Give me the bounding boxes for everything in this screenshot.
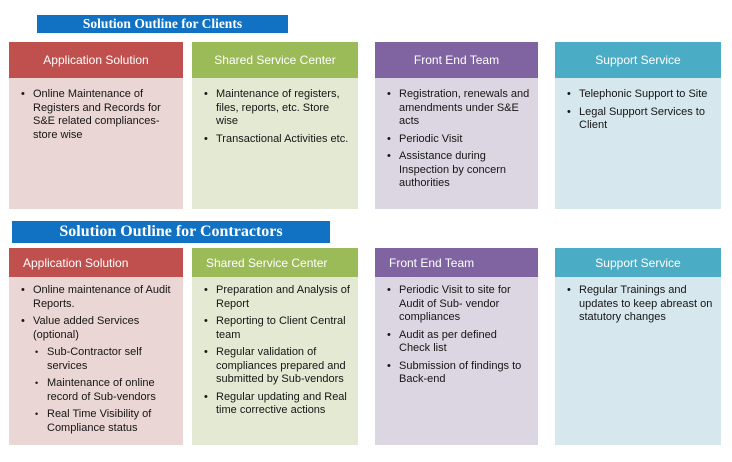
column-body: • Telephonic Support to Site • Legal Suppor… [555, 78, 721, 209]
bullet-item: • Maintenance of registers, files, report… [200, 88, 350, 129]
bullet-item: • Sub-Contractor self services [17, 346, 175, 373]
bullet-marker-icon: • [387, 132, 391, 145]
bullet-text: Transactional Activities etc. [216, 132, 349, 145]
bullet-item: • Regular validation of compliances prepa… [200, 346, 350, 387]
column-card: Support Service • Regular Trainings and up… [555, 248, 721, 445]
bullet-item: • Maintenance of online record of Sub-ven… [17, 377, 175, 404]
bullet-text: Legal Support Services to Client [579, 105, 705, 132]
bullet-marker-icon: • [567, 284, 571, 296]
bullet-item: • Transactional Activities etc. [200, 133, 350, 147]
bullet-marker-icon: • [387, 88, 391, 100]
column-body: • Maintenance of registers, files, report… [192, 78, 358, 209]
bullet-marker-icon: • [35, 378, 39, 388]
bullet-item: • Registration, renewals and amendments u… [383, 88, 530, 129]
bullet-text: Regular Trainings and updates to keep ab… [579, 284, 713, 323]
bullet-text: Real Time Visibility of Compliance statu… [47, 408, 152, 434]
bullet-text: Maintenance of online record of Sub-vend… [47, 377, 156, 403]
column-card: Support Service • Telephonic Support to Si… [555, 42, 721, 209]
bullet-marker-icon: • [387, 328, 391, 341]
bullet-text: Maintenance of registers, files, reports… [216, 88, 340, 127]
bullet-text: Periodic Visit to site for Audit of Sub-… [399, 284, 511, 323]
column-card: Shared Service Center • Maintenance of reg… [192, 42, 358, 209]
column-card: Application Solution • Online maintenance … [9, 248, 183, 445]
column-header: Shared Service Center [192, 248, 358, 277]
bullet-marker-icon: • [35, 347, 39, 357]
bullet-text: Assistance during Inspection by concern … [399, 150, 507, 189]
column-header: Application Solution [9, 248, 183, 277]
bullet-item: • Submission of findings to Back-end [383, 360, 530, 387]
column-body: • Online maintenance of Audit Reports. • Va… [9, 277, 183, 445]
column-header: Application Solution [9, 42, 183, 78]
bullet-text: Online Maintenance of Registers and Reco… [33, 88, 161, 141]
column-header: Support Service [555, 248, 721, 277]
bullet-item: • Value added Services (optional) [17, 315, 175, 342]
bullet-item: • Audit as per defined Check list [383, 329, 530, 356]
bullet-item: • Preparation and Analysis of Report [200, 284, 350, 311]
bullet-marker-icon: • [204, 132, 208, 145]
bullet-item: • Legal Support Services to Client [563, 106, 713, 133]
bullet-text: Telephonic Support to Site [579, 88, 708, 100]
bullet-text: Registration, renewals and amendments un… [399, 88, 530, 127]
bullet-item: • Reporting to Client Central team [200, 315, 350, 342]
bullet-marker-icon: • [21, 315, 25, 327]
bullet-text: Online maintenance of Audit Reports. [33, 284, 171, 310]
column-body: • Periodic Visit to site for Audit of Sub… [375, 277, 538, 445]
bullet-marker-icon: • [204, 346, 208, 358]
bullet-marker-icon: • [387, 284, 391, 296]
bullet-item: • Periodic Visit to site for Audit of Sub… [383, 284, 530, 325]
bullet-item: • Real Time Visibility of Compliance stat… [17, 408, 175, 435]
bullet-text: Submission of findings to Back-end [399, 359, 522, 386]
bullet-marker-icon: • [35, 409, 39, 419]
bullet-marker-icon: • [204, 88, 208, 100]
bullet-marker-icon: • [567, 88, 571, 100]
column-header: Shared Service Center [192, 42, 358, 78]
column-card: Front End Team • Registration, renewals an… [375, 42, 538, 209]
bullet-marker-icon: • [387, 359, 391, 372]
bullet-item: • Regular updating and Real time correcti… [200, 391, 350, 418]
bullet-item: • Regular Trainings and updates to keep a… [563, 284, 713, 325]
column-card: Shared Service Center • Preparation and An… [192, 248, 358, 445]
bullet-text: Value added Services (optional) [33, 315, 140, 341]
bullet-marker-icon: • [21, 284, 25, 296]
column-header: Front End Team [375, 248, 538, 277]
column-card: Application Solution • Online Maintenance … [9, 42, 183, 209]
bullet-marker-icon: • [204, 284, 208, 296]
bullet-item: • Periodic Visit [383, 133, 530, 147]
column-card: Front End Team • Periodic Visit to site fo… [375, 248, 538, 445]
column-header: Support Service [555, 42, 721, 78]
bullet-text: Periodic Visit [399, 132, 463, 145]
bullet-marker-icon: • [21, 88, 25, 100]
bullet-marker-icon: • [204, 390, 208, 403]
column-body: • Preparation and Analysis of Report • Repo… [192, 277, 358, 445]
clients-title-banner: Solution Outline for Clients [37, 15, 288, 33]
column-body: • Online Maintenance of Registers and Rec… [9, 78, 183, 209]
bullet-marker-icon: • [204, 315, 208, 327]
bullet-text: Regular validation of compliances prepar… [216, 346, 346, 385]
bullet-text: Audit as per defined Check list [399, 328, 497, 355]
bullet-text: Regular updating and Real time correctiv… [216, 390, 347, 417]
column-header: Front End Team [375, 42, 538, 78]
bullet-item: • Online maintenance of Audit Reports. [17, 284, 175, 311]
column-body: • Registration, renewals and amendments u… [375, 78, 538, 209]
bullet-text: Preparation and Analysis of Report [216, 284, 350, 310]
bullet-text: Reporting to Client Central team [216, 315, 346, 341]
bullet-item: • Telephonic Support to Site [563, 88, 713, 102]
bullet-item: • Assistance during Inspection by concern… [383, 150, 530, 191]
bullet-item: • Online Maintenance of Registers and Rec… [17, 88, 175, 142]
bullet-marker-icon: • [567, 105, 571, 118]
bullet-text: Sub-Contractor self services [47, 346, 142, 372]
column-body: • Regular Trainings and updates to keep a… [555, 277, 721, 445]
bullet-marker-icon: • [387, 150, 391, 162]
contractors-title-banner: Solution Outline for Contractors [12, 221, 330, 243]
